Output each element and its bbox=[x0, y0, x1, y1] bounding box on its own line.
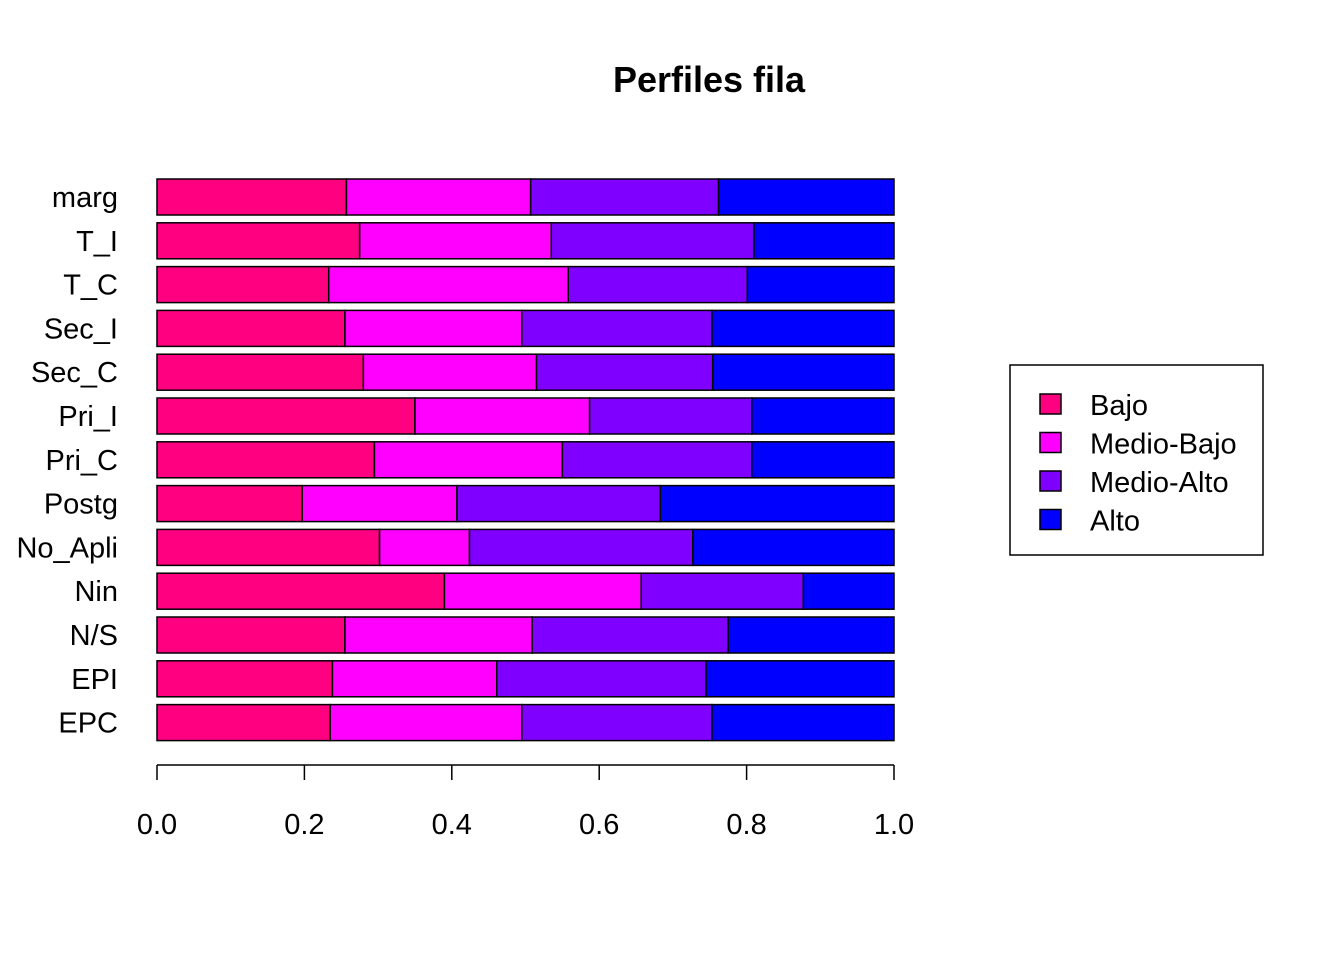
bar-segment-medio-bajo bbox=[443, 572, 642, 610]
bar-row bbox=[156, 572, 895, 610]
bar-segment-alto bbox=[717, 178, 895, 216]
bar-segment-medio-bajo bbox=[345, 178, 532, 216]
bar-segment-medio-bajo bbox=[344, 616, 533, 654]
bar-segment-bajo bbox=[156, 397, 416, 435]
bar-segment-medio-bajo bbox=[362, 353, 538, 391]
bar-segment-bajo bbox=[156, 222, 361, 260]
legend-swatch-medio-bajo bbox=[1039, 431, 1062, 454]
x-tick-label: 0.4 bbox=[432, 809, 472, 841]
bar-segment-alto bbox=[751, 441, 895, 479]
bar-row bbox=[156, 616, 895, 654]
bar-segment-bajo bbox=[156, 353, 365, 391]
bar-segment-medio-alto bbox=[535, 353, 714, 391]
chart-title: Perfiles fila bbox=[613, 59, 806, 100]
bar-segment-medio-bajo bbox=[358, 222, 553, 260]
x-axis: 0.0 0.2 0.4 0.6 0.8 1.0 bbox=[137, 764, 914, 841]
bar-segment-medio-alto bbox=[468, 528, 694, 567]
bar-segment-medio-alto bbox=[521, 309, 713, 348]
category-label: N/S bbox=[70, 620, 118, 652]
bar-segment-medio-alto bbox=[456, 484, 662, 523]
x-tick-label: 0.2 bbox=[284, 809, 324, 841]
bar-segment-medio-bajo bbox=[331, 660, 498, 698]
category-label: T_C bbox=[63, 270, 118, 302]
bar-segment-medio-alto bbox=[588, 397, 753, 435]
bar-segment-bajo bbox=[156, 616, 346, 654]
legend-label: Bajo bbox=[1090, 390, 1148, 422]
x-tick-label: 0.8 bbox=[726, 809, 766, 841]
bar-segment-alto bbox=[802, 572, 895, 610]
bar-segment-alto bbox=[659, 484, 895, 523]
bar-segment-medio-bajo bbox=[414, 397, 591, 435]
bar-row bbox=[156, 397, 895, 435]
bar-segment-medio-alto bbox=[529, 178, 720, 216]
bar-row bbox=[156, 222, 895, 260]
category-label: No_Apli bbox=[16, 532, 118, 564]
category-label: Postg bbox=[44, 489, 118, 521]
bar-segment-alto bbox=[692, 528, 895, 567]
bar-segment-alto bbox=[751, 397, 895, 435]
bar-segment-medio-alto bbox=[496, 660, 707, 698]
category-label: EPI bbox=[71, 664, 118, 696]
category-label: Pri_C bbox=[45, 445, 118, 477]
bar-row bbox=[156, 353, 895, 391]
bar-segment-alto bbox=[705, 660, 895, 698]
bar-segment-alto bbox=[753, 222, 895, 260]
category-label: Pri_I bbox=[58, 401, 118, 433]
bar-segment-bajo bbox=[156, 178, 348, 216]
bar-segment-bajo bbox=[156, 572, 446, 610]
bar-row bbox=[156, 484, 895, 523]
bar-segment-medio-bajo bbox=[327, 265, 569, 304]
bar-segment-bajo bbox=[156, 528, 381, 567]
bar-segment-bajo bbox=[156, 703, 331, 742]
bar-segment-medio-bajo bbox=[373, 441, 564, 479]
bar-segment-medio-bajo bbox=[344, 309, 523, 348]
category-label: Nin bbox=[74, 576, 118, 608]
bar-segment-alto bbox=[727, 616, 895, 654]
legend-swatch-bajo bbox=[1039, 393, 1062, 415]
bar-segment-medio-alto bbox=[567, 265, 749, 304]
bar-segment-bajo bbox=[156, 309, 346, 348]
bar-segment-medio-alto bbox=[561, 441, 753, 479]
bar-segment-bajo bbox=[156, 484, 303, 523]
bar-row bbox=[156, 265, 895, 304]
category-label: Sec_C bbox=[31, 357, 118, 389]
bar-segment-medio-alto bbox=[531, 616, 729, 654]
bar-row bbox=[156, 660, 895, 698]
category-label: Sec_I bbox=[44, 313, 118, 345]
bar-row bbox=[156, 441, 895, 479]
bar-row bbox=[156, 178, 895, 216]
bar-segment-alto bbox=[711, 703, 895, 742]
bar-segment-bajo bbox=[156, 441, 376, 479]
category-label: T_I bbox=[76, 226, 118, 258]
bar-row bbox=[156, 703, 895, 742]
bar-segment-alto bbox=[746, 265, 895, 304]
bar-segment-medio-bajo bbox=[301, 484, 458, 523]
bar-segment-medio-alto bbox=[550, 222, 755, 260]
legend: Bajo Medio-Bajo Medio-Alto Alto bbox=[1009, 364, 1264, 556]
x-tick-label: 0.6 bbox=[579, 809, 619, 841]
legend-label: Alto bbox=[1090, 506, 1140, 538]
legend-label: Medio-Bajo bbox=[1090, 429, 1237, 461]
bar-segment-alto bbox=[711, 309, 895, 348]
legend-label: Medio-Alto bbox=[1090, 467, 1229, 499]
x-tick-label: 1.0 bbox=[874, 809, 914, 841]
category-labels: marg T_I T_C Sec_I Sec_C Pri_I Pri_C Postg No_Ap… bbox=[16, 182, 118, 740]
legend-swatch-alto bbox=[1039, 508, 1062, 531]
bar-segment-alto bbox=[711, 353, 895, 391]
bar-segment-medio-alto bbox=[640, 572, 805, 610]
bar-segment-medio-alto bbox=[521, 703, 713, 742]
legend-swatch-medio-alto bbox=[1039, 470, 1062, 492]
bar-segment-medio-bajo bbox=[378, 528, 471, 567]
bar-segment-bajo bbox=[156, 265, 330, 304]
bar-row bbox=[156, 309, 895, 348]
bar-row bbox=[156, 528, 895, 567]
bars-group bbox=[156, 178, 895, 742]
bar-segment-bajo bbox=[156, 660, 334, 698]
category-label: marg bbox=[52, 182, 118, 214]
category-label: EPC bbox=[58, 708, 118, 740]
bar-segment-medio-bajo bbox=[329, 703, 523, 742]
x-tick-label: 0.0 bbox=[137, 809, 177, 841]
